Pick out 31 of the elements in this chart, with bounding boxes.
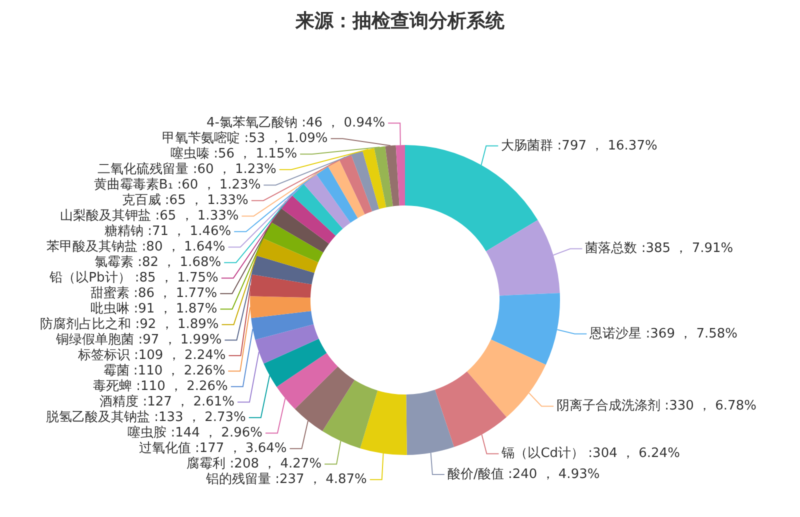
- slice-label: 甲氧苄氨嘧啶 :53 ， 1.09%: [162, 130, 328, 146]
- slice-label: 标签标识 :109 ， 2.24%: [76, 348, 226, 363]
- slice-label: 糖精钠 :71 ， 1.46%: [104, 224, 232, 239]
- slice-label: 大肠菌群 :797 ， 16.37%: [501, 138, 658, 154]
- slice-label: 4-氯苯氧乙酸钠 :46 ， 0.94%: [206, 115, 386, 130]
- chart-title: 来源：抽检查询分析系统: [294, 9, 506, 34]
- slice-label: 二氧化硫残留量 :60 ， 1.23%: [98, 162, 276, 177]
- slice-label: 苯甲酸及其钠盐 :80 ， 1.64%: [46, 239, 226, 254]
- slice-label: 山梨酸及其钾盐 :65 ， 1.33%: [60, 208, 239, 224]
- slice-label: 吡虫啉 :91 ， 1.87%: [90, 301, 218, 316]
- slice-label: 防腐剂占比之和 :92 ， 1.89%: [40, 316, 219, 332]
- slice-label: 噻虫嗪 :56 ， 1.15%: [170, 146, 298, 162]
- slice-label: 酸价/酸值 :240 ， 4.93%: [447, 466, 600, 482]
- slice-label: 脱氢乙酸及其钠盐 :133 ， 2.73%: [46, 410, 246, 425]
- slice-label: 铅（以Pb计） :85 ， 1.75%: [48, 270, 218, 286]
- slice-label: 黄曲霉毒素B₁ :60 ， 1.23%: [94, 177, 261, 192]
- slice-label: 毒死蜱 :110 ， 2.26%: [93, 378, 228, 394]
- slice-label: 噻虫胺 :144 ， 2.96%: [128, 425, 262, 440]
- slice-label: 过氧化值 :177 ， 3.64%: [138, 440, 287, 456]
- slice-label: 铜绿假单胞菌 :97 ， 1.99%: [55, 332, 222, 348]
- slice-label: 氯霉素 :82 ， 1.68%: [94, 254, 222, 270]
- slice-label: 酒精度 :127 ， 2.61%: [100, 393, 234, 410]
- slice-label: 克百威 :65 ， 1.33%: [122, 192, 248, 208]
- slice-label: 铝的残留量 :237 ， 4.87%: [204, 472, 367, 487]
- slice-label: 甜蜜素 :86 ， 1.77%: [90, 284, 218, 301]
- slice-label: 腐霉利 :208 ， 4.27%: [186, 456, 322, 472]
- slice-label: 恩诺沙星 :369 ， 7.58%: [588, 326, 738, 342]
- slice-label: 霉菌 :110 ， 2.26%: [103, 363, 226, 378]
- slice-label: 镉（以Cd计） :304 ， 6.24%: [500, 446, 680, 462]
- slice-label: 菌落总数 :385 ， 7.91%: [585, 241, 734, 256]
- slice-label: 阴离子合成洗涤剂 :330 ， 6.78%: [556, 398, 756, 414]
